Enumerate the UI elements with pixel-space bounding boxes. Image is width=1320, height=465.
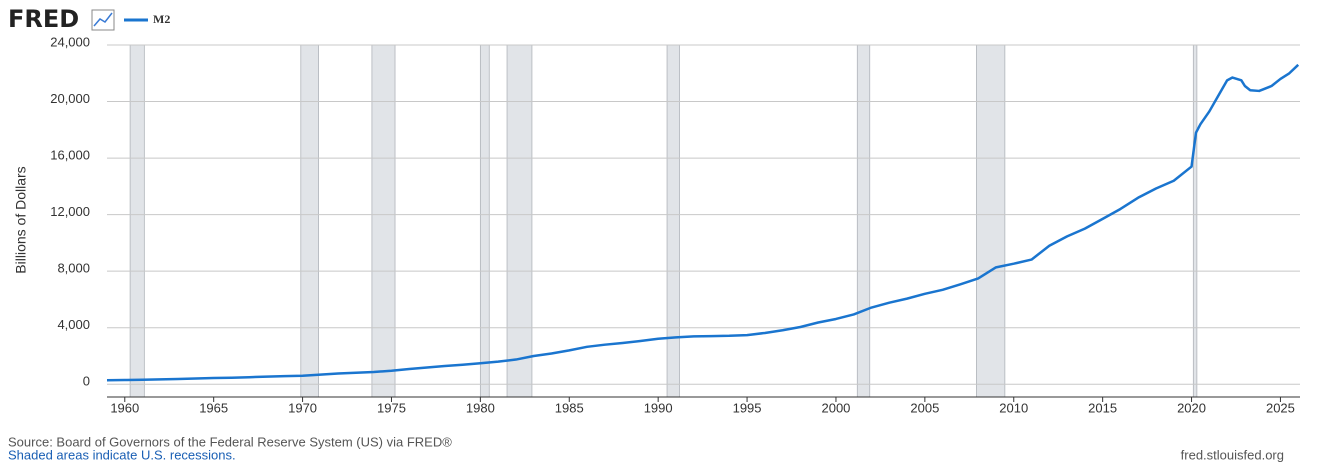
x-tick-label: 2005 <box>910 400 939 415</box>
x-tick-label: 1965 <box>199 400 228 415</box>
y-axis-label: Billions of Dollars <box>13 166 29 273</box>
logo-icon <box>91 9 115 31</box>
recession-band <box>1192 44 1198 398</box>
x-tick-label: 1980 <box>466 400 495 415</box>
series-line <box>106 63 1300 382</box>
x-tick-label: 1990 <box>644 400 673 415</box>
x-tick-label: 2020 <box>1177 400 1206 415</box>
recession-band <box>129 44 145 398</box>
x-tick-label: 2025 <box>1266 400 1295 415</box>
x-tick-label: 2010 <box>999 400 1028 415</box>
x-tick-label: 2015 <box>1088 400 1117 415</box>
recession-band <box>856 44 871 398</box>
y-tick-label: 0 <box>83 374 90 389</box>
x-tick-label: 1995 <box>733 400 762 415</box>
credit[interactable]: fred.stlouisfed.org <box>1181 447 1284 462</box>
recession-note[interactable]: Shaded areas indicate U.S. recessions. <box>8 447 236 462</box>
x-tick-label: 2000 <box>821 400 850 415</box>
y-tick-label: 24,000 <box>50 34 90 49</box>
x-tick-label: 1970 <box>288 400 317 415</box>
recession-band <box>479 44 490 398</box>
x-tick-label: 1985 <box>555 400 584 415</box>
recession-band <box>976 44 1006 398</box>
y-tick-label: 8,000 <box>57 261 90 276</box>
legend-label: M2 <box>153 12 170 26</box>
x-tick-label: 1975 <box>377 400 406 415</box>
recession-band <box>666 44 680 398</box>
x-tick-label: 1960 <box>110 400 139 415</box>
recession-band <box>506 44 533 398</box>
y-tick-label: 20,000 <box>50 91 90 106</box>
recession-band <box>371 44 396 398</box>
y-tick-label: 12,000 <box>50 204 90 219</box>
plot-area <box>107 45 1300 397</box>
y-tick-label: 4,000 <box>57 317 90 332</box>
y-tick-label: 16,000 <box>50 148 90 163</box>
logo: FRED <box>8 5 79 33</box>
recession-band <box>300 44 319 398</box>
source: Source: Board of Governors of the Federa… <box>8 434 452 449</box>
